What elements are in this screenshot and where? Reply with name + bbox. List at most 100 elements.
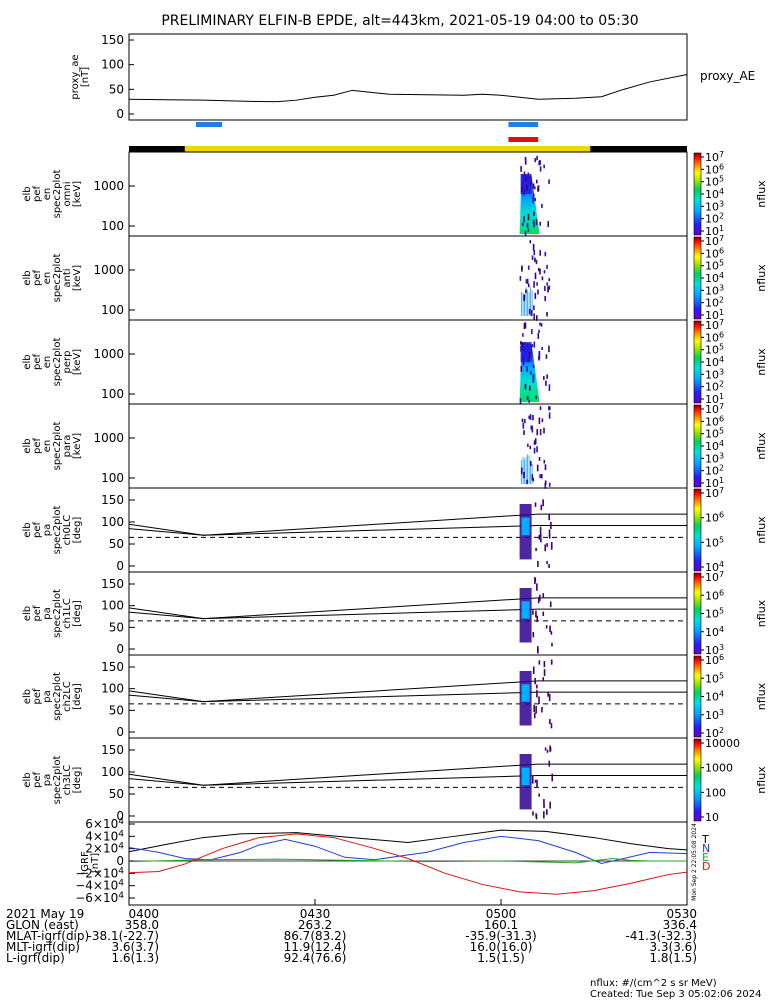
ylabel-line: elb <box>22 438 33 453</box>
colorbar-tick-label: 105 <box>705 259 724 273</box>
flux-speck <box>548 278 551 282</box>
flux-speck <box>521 418 524 422</box>
pa-flux-speck <box>544 747 547 751</box>
pitch-angle-ylabel: elb pef pa spec2plot ch0LC [deg] <box>22 506 83 555</box>
pa-flux-speck <box>536 779 538 788</box>
flux-speck <box>526 396 529 400</box>
colorbar-tick-label: 102 <box>705 380 724 394</box>
ephemeris-value: -35.9(-31.3) <box>465 929 536 943</box>
ephemeris-value: 3.6(3.7) <box>111 940 159 954</box>
flux-speck <box>527 213 530 221</box>
colorbar-tick-label: 103 <box>705 708 724 722</box>
ylabel-line: spec2plot <box>52 254 63 303</box>
colorbar-tick-label: 107 <box>705 402 724 416</box>
colorbar-tick-label: 100 <box>705 786 726 799</box>
colorbar-tick-label: 104 <box>705 187 724 201</box>
pa-flux-speck <box>537 560 539 568</box>
flux-speck <box>524 156 527 161</box>
y-tick-label: 0 <box>116 725 124 739</box>
pa-flux-speck <box>537 648 539 654</box>
flux-speck <box>538 457 541 461</box>
flux-speck <box>534 272 537 280</box>
igrf-side-note: Mon Sep 2 22:05:08 2024 <box>691 823 698 901</box>
ylabel-line: pa <box>42 690 53 702</box>
flux-speck <box>522 357 525 364</box>
pa-flux-speck <box>532 610 534 615</box>
colorbar-label: nflux <box>755 599 768 627</box>
flux-speck <box>531 255 534 260</box>
ephemeris-value: 0530 <box>666 907 697 921</box>
ylabel-line: ch3LC <box>62 765 73 796</box>
y-tick-label: 4×104 <box>85 829 124 843</box>
ylabel-line: [keV] <box>72 181 83 207</box>
flux-speck <box>529 460 532 467</box>
igrf-d-line <box>128 833 688 895</box>
figure-title: PRELIMINARY ELFIN-B EPDE, alt=443km, 202… <box>161 13 638 29</box>
colorbar-label-text: nflux <box>755 432 768 460</box>
flux-speck <box>546 264 548 269</box>
y-tick-label: 0 <box>116 107 124 121</box>
flux-speck <box>534 197 536 202</box>
colorbar-tick-label: 102 <box>705 464 724 478</box>
flux-speck <box>531 474 534 481</box>
pa-flux-speck <box>543 661 546 668</box>
flux-speck <box>524 230 527 236</box>
flux-speck <box>533 447 536 454</box>
pa-flux-speck <box>548 760 551 767</box>
ylabel-line: ch1LC <box>62 598 73 629</box>
ylabel-line: [keV] <box>72 433 83 459</box>
flux-speck <box>543 427 545 434</box>
pa-flux-speck <box>532 811 534 816</box>
colorbar-tick-label: 104 <box>705 271 724 285</box>
flux-speck <box>539 221 542 226</box>
flux-speck <box>544 295 547 302</box>
flux-speck <box>549 406 551 410</box>
y-tick-label: 150 <box>101 743 124 757</box>
flux-speck <box>530 309 533 316</box>
y-tick-label: 100 <box>101 219 124 233</box>
flux-speck <box>537 185 540 192</box>
pa-flux-speck <box>534 779 537 783</box>
flux-speck <box>539 166 542 172</box>
flux-speck <box>533 341 536 348</box>
pa-flux-speck <box>536 583 538 591</box>
ylabel-line: en <box>42 440 53 453</box>
pa-flux-speck <box>546 560 548 565</box>
flux-speck <box>523 322 526 329</box>
pa-flux-speck <box>547 692 549 697</box>
pa-flux-speck <box>539 526 542 535</box>
flux-speck <box>540 323 543 327</box>
y-tick-label: −2×104 <box>75 866 124 880</box>
pa-flux-speck <box>548 513 550 521</box>
colorbar-tick-label: 105 <box>705 535 724 549</box>
colorbar-tick-label: 105 <box>705 427 724 441</box>
ylabel-line: spec2plot <box>52 422 63 471</box>
pa-flux-speck <box>533 704 535 713</box>
flux-speck <box>548 406 550 411</box>
pitch-angle-panel-3: 150 100 50 0 elb pef pa spec2plot ch2LC [deg] 106 1… <box>22 653 768 740</box>
ylabel-line: [deg] <box>72 600 83 627</box>
colorbar-tick-label: 10000 <box>705 737 740 750</box>
pa-flux-speck <box>549 625 551 633</box>
ylabel-line: pef <box>32 772 43 789</box>
ylabel-line: [nT] <box>80 67 91 87</box>
pa-flux-speck <box>532 631 535 638</box>
colorbar-tick-label: 101 <box>705 308 724 322</box>
igrf-e-line <box>128 858 687 864</box>
flux-speck <box>523 171 526 177</box>
colorbar-label: nflux <box>755 766 768 794</box>
ylabel-line: pef <box>32 688 43 705</box>
spectrogram-ylabel: elb pef en spec2plot para [keV] <box>22 422 83 471</box>
ylabel-line: en <box>42 188 53 201</box>
y-tick-label: 100 <box>101 682 124 696</box>
colorbar <box>693 572 702 655</box>
colorbar <box>693 236 702 320</box>
flux-speck <box>536 155 538 161</box>
colorbar-tick-label: 103 <box>705 643 724 657</box>
flux-speck <box>532 183 535 189</box>
flux-speck <box>539 159 541 165</box>
flux-speck <box>546 311 548 317</box>
flux-speck <box>538 160 540 166</box>
ylabel-line: para <box>62 435 73 458</box>
flux-speck <box>543 460 546 464</box>
